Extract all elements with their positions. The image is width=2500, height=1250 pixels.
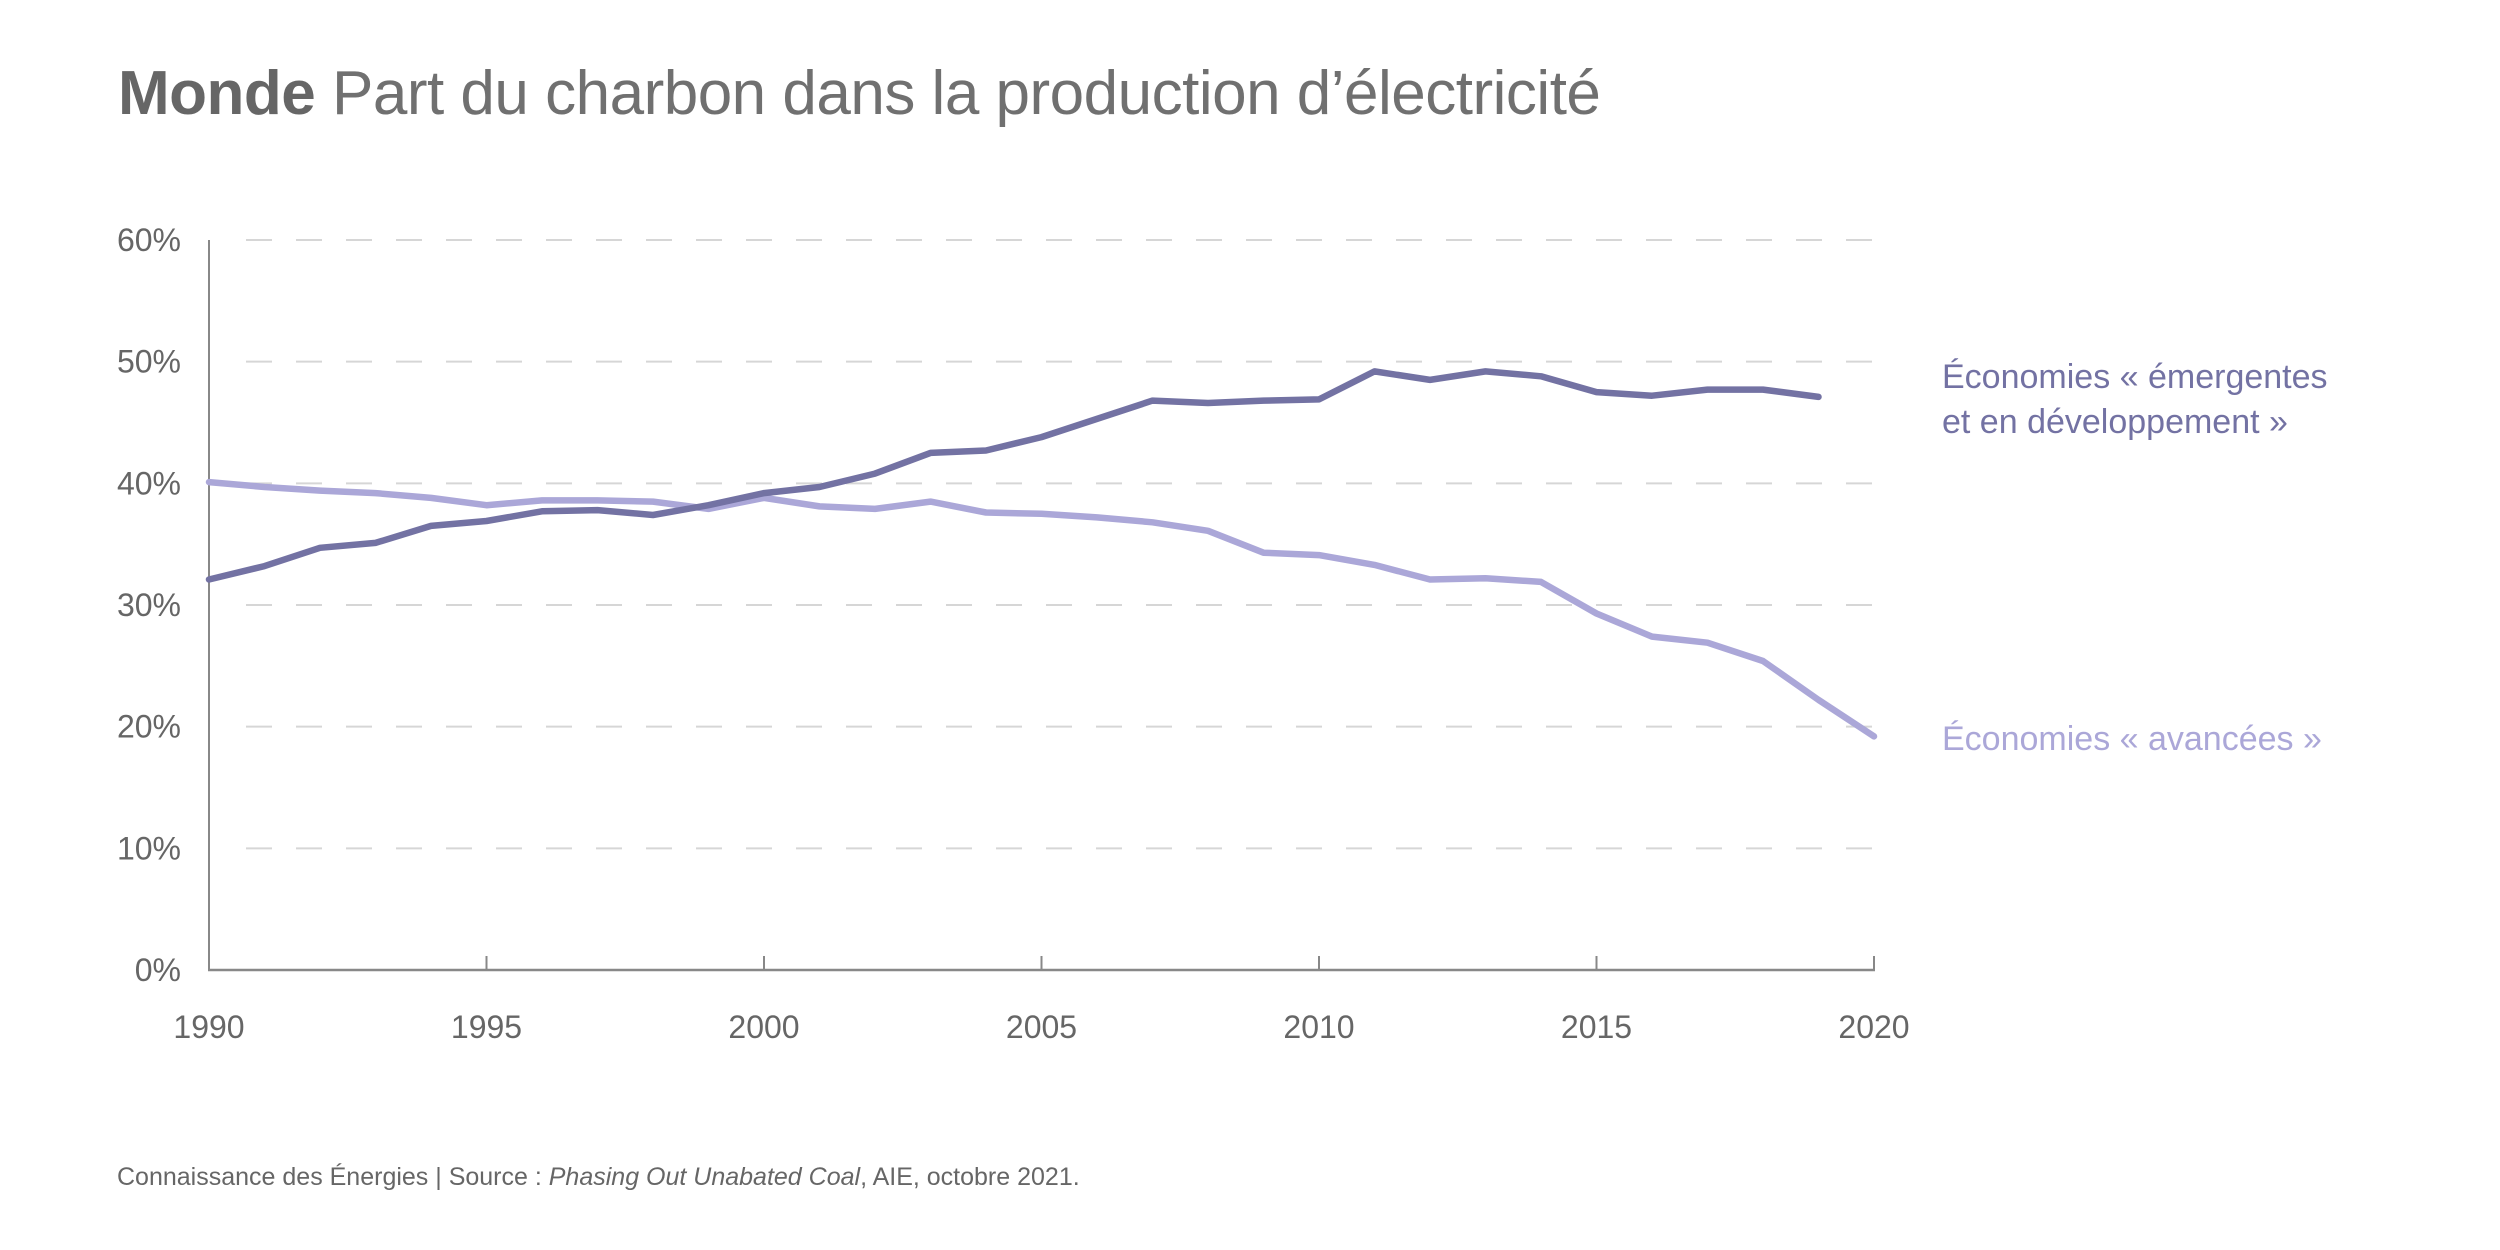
footer-prefix: Connaissance des Énergies | Source : — [117, 1163, 549, 1191]
series-line-emerging — [205, 368, 1822, 583]
series-label-advanced: Économies « avancées » — [1942, 717, 2322, 762]
y-tick-label: 10% — [117, 830, 181, 866]
chart-title-subject: Part du charbon dans la production d’éle… — [331, 59, 1601, 128]
gridlines — [246, 239, 1874, 850]
y-tick-label: 60% — [117, 222, 181, 258]
chart-title: Monde Part du charbon dans la production… — [118, 56, 1601, 132]
series-label-emerging-line2: et en développement » — [1942, 403, 2288, 441]
y-axis-tick-labels: 0% 10% 20% 30% 40% 50% 60% — [117, 222, 181, 988]
source-footer: Connaissance des Énergies | Source : Pha… — [117, 1163, 1080, 1192]
x-tick-label: 2020 — [1838, 1009, 1909, 1045]
x-tick-label: 2010 — [1283, 1009, 1354, 1045]
y-tick-label: 30% — [117, 587, 181, 623]
series-label-emerging: Économies « émergentes et en développeme… — [1942, 355, 2328, 445]
series-label-emerging-line1: Économies « émergentes — [1942, 358, 2328, 396]
series-lines — [205, 368, 1878, 740]
chart-title-region: Monde — [118, 59, 316, 128]
x-tick-label: 2000 — [728, 1009, 799, 1045]
y-tick-label: 20% — [117, 709, 181, 745]
axes — [208, 240, 1875, 972]
y-tick-label: 40% — [117, 465, 181, 501]
footer-source-title: Phasing Out Unabated Coal — [548, 1163, 861, 1191]
x-tick-label: 1990 — [173, 1009, 244, 1045]
x-tick-label: 2015 — [1561, 1009, 1632, 1045]
series-label-advanced-line1: Économies « avancées » — [1942, 720, 2322, 758]
footer-suffix: , AIE, octobre 2021. — [860, 1163, 1080, 1191]
y-tick-label: 50% — [117, 344, 181, 380]
x-axis-tick-labels: 1990 1995 2000 2005 2010 2015 2020 — [173, 1009, 1909, 1045]
x-tick-label: 1995 — [451, 1009, 522, 1045]
x-tick-label: 2005 — [1006, 1009, 1077, 1045]
y-tick-label: 0% — [135, 952, 181, 988]
